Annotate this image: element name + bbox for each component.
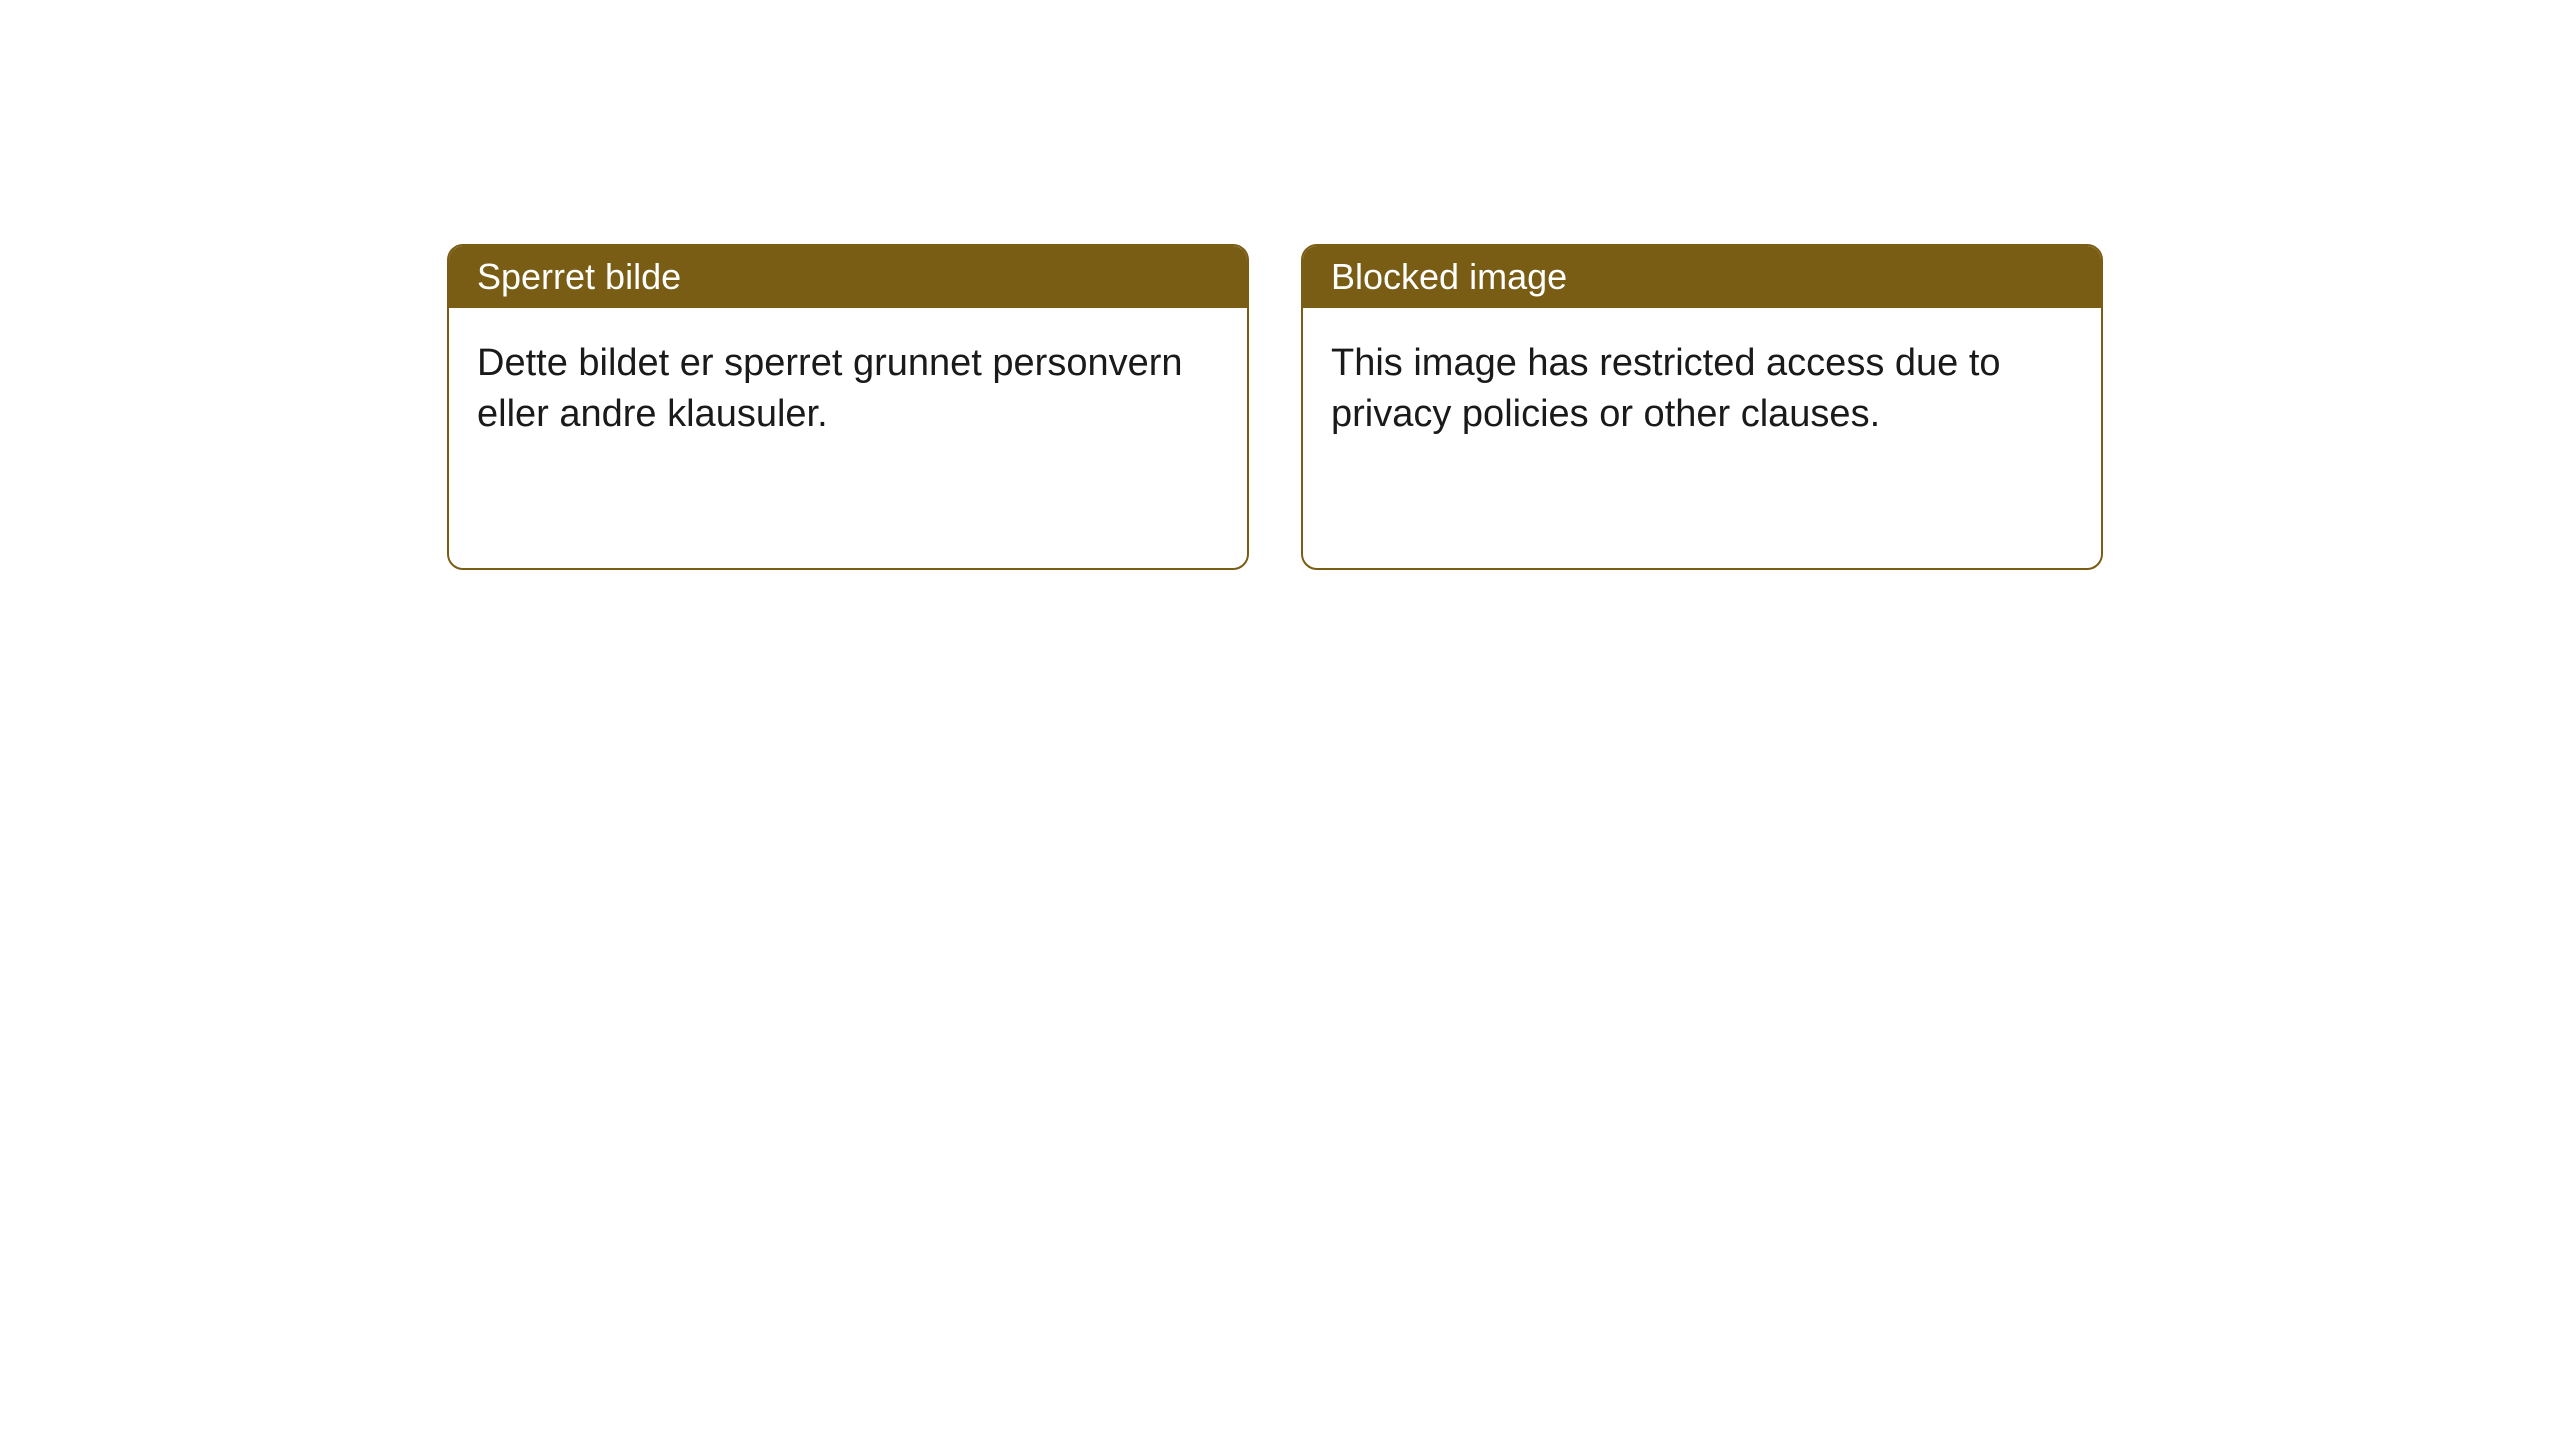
notice-header: Sperret bilde <box>449 246 1247 308</box>
notice-container: Sperret bilde Dette bildet er sperret gr… <box>447 244 2103 570</box>
notice-card-norwegian: Sperret bilde Dette bildet er sperret gr… <box>447 244 1249 570</box>
notice-body-text: This image has restricted access due to … <box>1331 342 2001 435</box>
notice-title: Sperret bilde <box>477 256 681 297</box>
notice-header: Blocked image <box>1303 246 2101 308</box>
notice-body-text: Dette bildet er sperret grunnet personve… <box>477 342 1183 435</box>
notice-card-english: Blocked image This image has restricted … <box>1301 244 2103 570</box>
notice-body: Dette bildet er sperret grunnet personve… <box>449 308 1247 568</box>
notice-title: Blocked image <box>1331 256 1567 297</box>
notice-body: This image has restricted access due to … <box>1303 308 2101 568</box>
